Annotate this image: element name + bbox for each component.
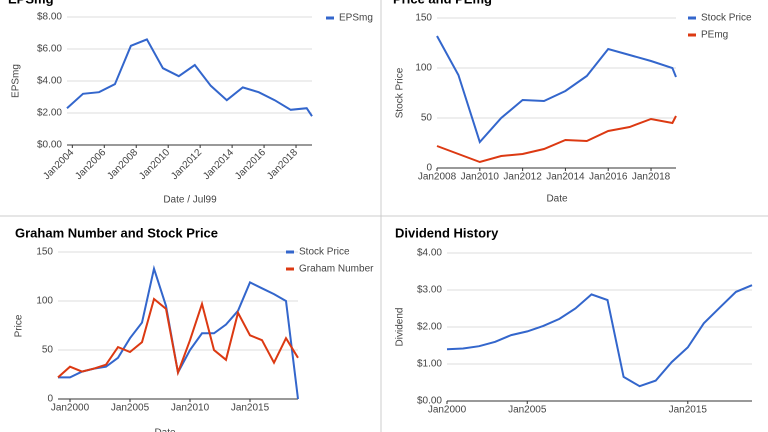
y-tick-label: $4.00	[417, 248, 442, 259]
y-tick-label: 150	[36, 247, 53, 258]
y-axis-label: Dividend	[395, 308, 406, 347]
x-tick-label: Jan2000	[51, 403, 90, 414]
x-axis-label: Date / Jul99	[163, 195, 217, 206]
x-tick-label: Jan2005	[508, 405, 547, 416]
y-tick-label: $2.00	[37, 108, 62, 119]
y-tick-label: $4.00	[37, 76, 62, 87]
y-tick-label: 100	[36, 296, 53, 307]
series-line	[436, 35, 677, 144]
x-tick-label: Jan2008	[418, 172, 457, 183]
series-line	[57, 297, 299, 379]
x-tick-label: Jan2000	[428, 405, 467, 416]
x-tick-label: Jan2018	[632, 172, 671, 183]
y-tick-label: $3.00	[417, 285, 442, 296]
series-line	[66, 38, 313, 117]
y-tick-label: 150	[415, 13, 432, 24]
y-tick-label: $1.00	[417, 359, 442, 370]
y-tick-label: $6.00	[37, 44, 62, 55]
x-tick-label: Jan2016	[233, 147, 268, 182]
x-tick-label: Jan2010	[461, 172, 500, 183]
x-tick-label: Jan2012	[169, 147, 204, 182]
x-tick-label: Jan2006	[73, 147, 108, 182]
x-axis-label: Date	[154, 428, 176, 432]
y-tick-label: 50	[421, 113, 433, 124]
x-tick-label: Jan2012	[503, 172, 542, 183]
y-tick-label: $2.00	[417, 322, 442, 333]
y-tick-label: 50	[42, 345, 54, 356]
x-tick-label: Jan2008	[105, 147, 140, 182]
x-tick-label: Jan2010	[137, 147, 172, 182]
x-tick-label: Jan2014	[546, 172, 585, 183]
y-axis-label: Price	[14, 314, 25, 337]
legend-label: Graham Number	[299, 264, 374, 275]
y-tick-label: 100	[415, 63, 432, 74]
series-line	[436, 115, 677, 164]
chart-title: Price and PEmg	[393, 0, 492, 6]
x-tick-label: Jan2018	[265, 147, 300, 182]
y-tick-label: $0.00	[37, 140, 62, 151]
legend-label: Stock Price	[701, 13, 752, 24]
x-axis-label: Date	[546, 194, 568, 205]
legend-label: PEmg	[701, 30, 728, 41]
series-line	[446, 284, 753, 388]
x-tick-label: Jan2005	[111, 403, 150, 414]
y-axis-label: EPSmg	[11, 64, 22, 98]
y-tick-label: 0	[47, 394, 53, 405]
x-tick-label: Jan2015	[669, 405, 708, 416]
y-tick-label: $0.00	[417, 396, 442, 407]
chart-title: Graham Number and Stock Price	[15, 225, 218, 240]
y-tick-label: $8.00	[37, 12, 62, 23]
x-tick-label: Jan2004	[41, 147, 76, 182]
legend-label: Stock Price	[299, 247, 350, 258]
x-tick-label: Jan2015	[231, 403, 270, 414]
x-tick-label: Jan2016	[589, 172, 628, 183]
y-tick-label: 0	[426, 163, 432, 174]
y-axis-label: Stock Price	[395, 67, 406, 118]
chart-title: EPSmg	[8, 0, 54, 6]
chart-title: Dividend History	[395, 225, 499, 240]
x-tick-label: Jan2014	[201, 147, 236, 182]
series-line	[58, 264, 299, 400]
legend-label: EPSmg	[339, 13, 373, 24]
x-tick-label: Jan2010	[171, 403, 210, 414]
